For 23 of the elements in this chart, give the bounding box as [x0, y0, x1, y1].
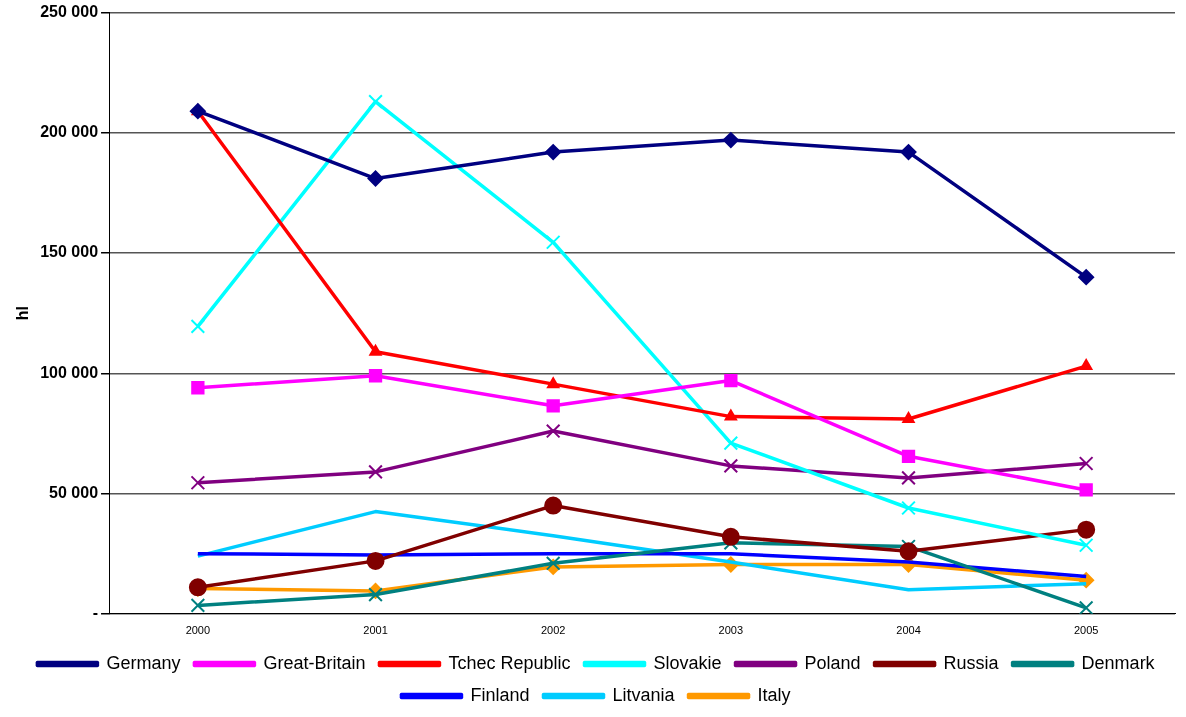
y-tick-label: -	[92, 604, 99, 622]
legend-label: Italy	[757, 684, 791, 705]
y-tick-label: 250 000	[40, 3, 99, 21]
x-tick-label: 2000	[185, 624, 211, 637]
x-tick-label: 2002	[540, 624, 566, 637]
y-axis-title: hl	[14, 306, 32, 321]
legend-label: Finland	[470, 684, 530, 705]
legend-label: Russia	[943, 652, 1000, 673]
y-tick-label: 150 000	[40, 243, 99, 261]
legend-label: Litvania	[612, 684, 676, 705]
legend-label: Poland	[804, 652, 861, 673]
y-tick-label: 100 000	[40, 363, 99, 381]
legend-label: Slovakie	[653, 652, 722, 673]
legend-label: Denmark	[1081, 652, 1156, 673]
x-tick-label: 2001	[363, 624, 388, 637]
legend-label: Great-Britain	[263, 652, 366, 673]
legend-label: Germany	[106, 652, 181, 673]
x-tick-label: 2005	[1073, 624, 1099, 637]
x-tick-label: 2003	[718, 624, 744, 637]
legend-label: Tchec Republic	[448, 652, 571, 673]
y-tick-label: 200 000	[40, 123, 99, 141]
y-tick-label: 50 000	[49, 483, 99, 501]
x-tick-label: 2004	[896, 624, 921, 637]
